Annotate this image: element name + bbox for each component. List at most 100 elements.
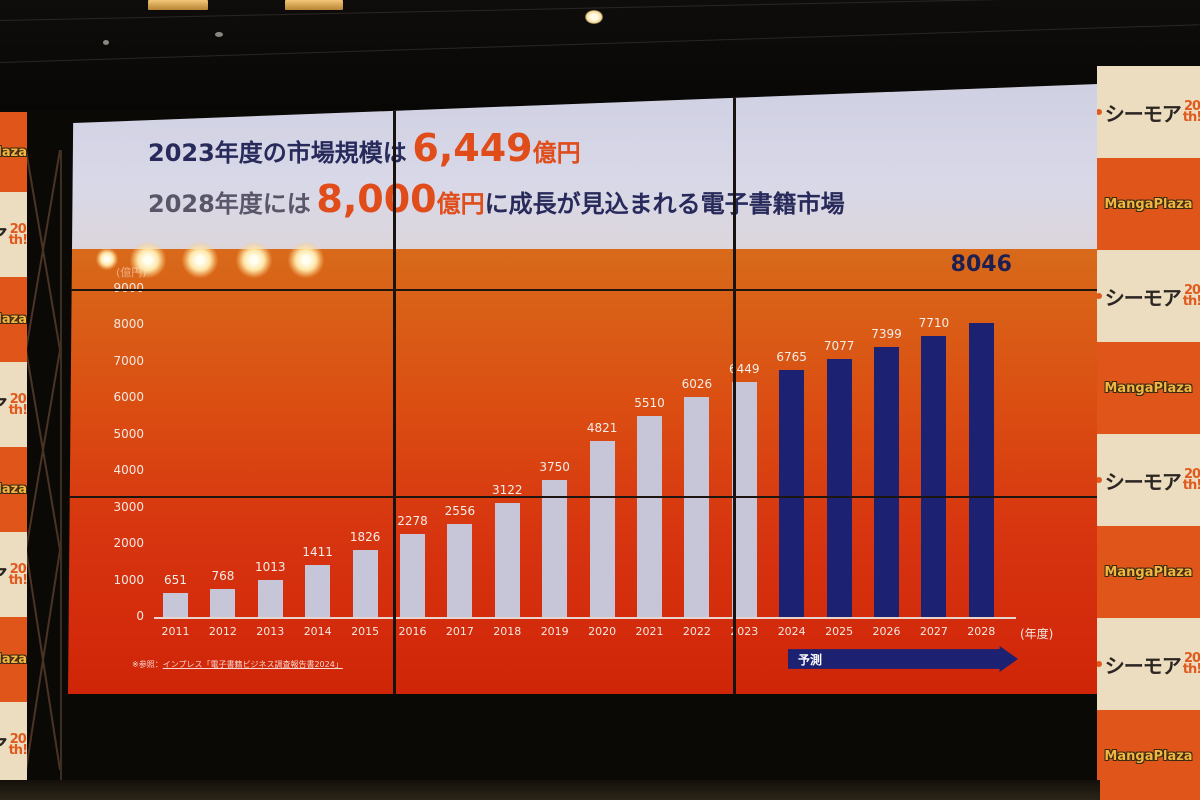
mangaplaza-logo-tile: MangaPlaza: [1097, 710, 1200, 800]
cmoa-logo-text: シーモア: [0, 390, 8, 419]
anniversary-badge: 20 th!: [1183, 467, 1200, 492]
bar-2022: [684, 397, 710, 617]
cmoa-logo-text: シーモア: [0, 730, 8, 759]
sponsor-banner-left: MangaPlazaシーモア20th!MangaPlazaシーモア20th!Ma…: [0, 112, 27, 800]
bar-value-label: 8046: [950, 252, 1012, 277]
logo-dot-icon: [1097, 109, 1102, 115]
x-tick-label: 2014: [303, 625, 332, 638]
y-tick-label: 8000: [113, 317, 144, 331]
ceiling-light: [285, 0, 343, 10]
mangaplaza-logo: MangaPlaza: [0, 652, 27, 667]
bar-value-label: 1411: [302, 545, 333, 560]
bar-value-label: 3750: [539, 460, 570, 475]
x-tick-label: 2025: [825, 625, 854, 638]
light-glare: [130, 242, 166, 278]
mangaplaza-logo-tile: MangaPlaza: [1097, 158, 1200, 250]
ceiling-grid-line: [0, 24, 1200, 63]
y-tick-label: 7000: [113, 353, 144, 368]
anniversary-badge: 20 th!: [8, 221, 27, 248]
anniversary-number: 20: [9, 221, 27, 237]
bar-value-label: 6026: [681, 377, 713, 392]
mangaplaza-logo: MangaPlaza: [1104, 748, 1193, 764]
anniversary-number: 20: [1183, 467, 1200, 482]
bar-value-label: 7710: [918, 315, 950, 330]
anniversary-number: 20: [9, 561, 27, 577]
anniversary-badge: 20 th!: [8, 731, 27, 758]
y-tick-label: 5000: [113, 426, 144, 441]
anniversary-suffix: th!: [1182, 110, 1200, 125]
bar-value-label: 7077: [823, 338, 855, 353]
anniversary-suffix: th!: [8, 402, 27, 418]
x-tick-label: 2024: [777, 625, 806, 638]
presentation-screen: 2023年度の市場規模は 6,449億円 2028年度には 8,000億円に成長…: [68, 84, 1098, 694]
anniversary-number: 20: [9, 731, 27, 747]
x-tick-label: 2017: [445, 625, 474, 638]
headline-line-2-suffix: に成長が見込まれる電子書籍市場: [484, 190, 845, 218]
x-tick-label: 2015: [351, 625, 380, 638]
source-link[interactable]: インプレス「電子書籍ビジネス調査報告書2024」: [162, 660, 343, 669]
stage-floor: [0, 780, 1100, 800]
market-size-2023: 6,449: [412, 126, 533, 170]
headline-line-1-prefix: 2023年度の市場規模は: [148, 139, 407, 167]
mangaplaza-logo: MangaPlaza: [0, 482, 27, 497]
y-tick-label: 4000: [113, 463, 144, 477]
x-axis-line: [154, 617, 1016, 619]
bar-value-label: 6765: [776, 350, 807, 365]
bar-value-label: 6449: [729, 361, 760, 376]
logo-dot-icon: [1097, 293, 1102, 299]
bar-value-label: 4821: [586, 421, 618, 436]
forecast-arrow: 予測: [788, 646, 1018, 672]
bar-value-label: 3122: [492, 483, 523, 498]
bar-2024: [779, 370, 805, 617]
bar-value-label: 7399: [871, 326, 902, 341]
cmoa-logo-text: シーモア: [1104, 101, 1182, 126]
ceiling-fixture: [215, 32, 223, 37]
x-tick-label: 2012: [208, 625, 237, 638]
bar-2018: [494, 503, 520, 617]
cmoa-logo-text: シーモア: [1104, 653, 1182, 678]
mangaplaza-logo: MangaPlaza: [0, 312, 27, 327]
bar-value-label: 1826: [349, 530, 381, 545]
x-tick-label: 2019: [540, 625, 569, 638]
anniversary-suffix: th!: [8, 232, 27, 248]
headline-line-2-prefix: 2028年度には: [148, 190, 311, 218]
x-tick-label: 2018: [493, 625, 522, 638]
sponsor-banner-right: シーモア 20 th! MangaPlaza シーモア 20 th! MangaPlaza シー…: [1097, 66, 1200, 800]
anniversary-suffix: th!: [1182, 294, 1200, 309]
bar-2012: [210, 588, 236, 617]
mangaplaza-logo: MangaPlaza: [1104, 564, 1193, 580]
x-tick-label: 2020: [588, 625, 617, 638]
bar-2017: [447, 523, 473, 617]
bar-2027: [921, 335, 947, 617]
spotlight: [585, 10, 603, 24]
bar-2016: [400, 533, 425, 617]
anniversary-badge: 20 th!: [1182, 100, 1200, 125]
light-glare: [182, 242, 218, 278]
bar-2014: [305, 565, 331, 617]
cmoa-logo-text: シーモア: [1104, 285, 1182, 310]
market-size-2028: 8,000: [316, 177, 437, 221]
ceiling-light: [148, 0, 208, 10]
y-tick-label: 2000: [113, 536, 144, 550]
cmoa-logo-text: シーモア: [1104, 469, 1182, 494]
anniversary-badge: 20 th!: [8, 393, 27, 418]
forecast-label: 予測: [798, 653, 823, 667]
bar-value-label: 2556: [444, 503, 476, 518]
bar-2011: [163, 593, 188, 617]
logo-dot-icon: [1097, 661, 1102, 667]
anniversary-suffix: th!: [8, 742, 27, 758]
x-tick-label: 2028: [967, 625, 996, 638]
x-tick-label: 2011: [161, 625, 190, 638]
mangaplaza-logo: MangaPlaza: [1104, 380, 1193, 396]
x-axis-unit: (年度): [1020, 627, 1054, 641]
